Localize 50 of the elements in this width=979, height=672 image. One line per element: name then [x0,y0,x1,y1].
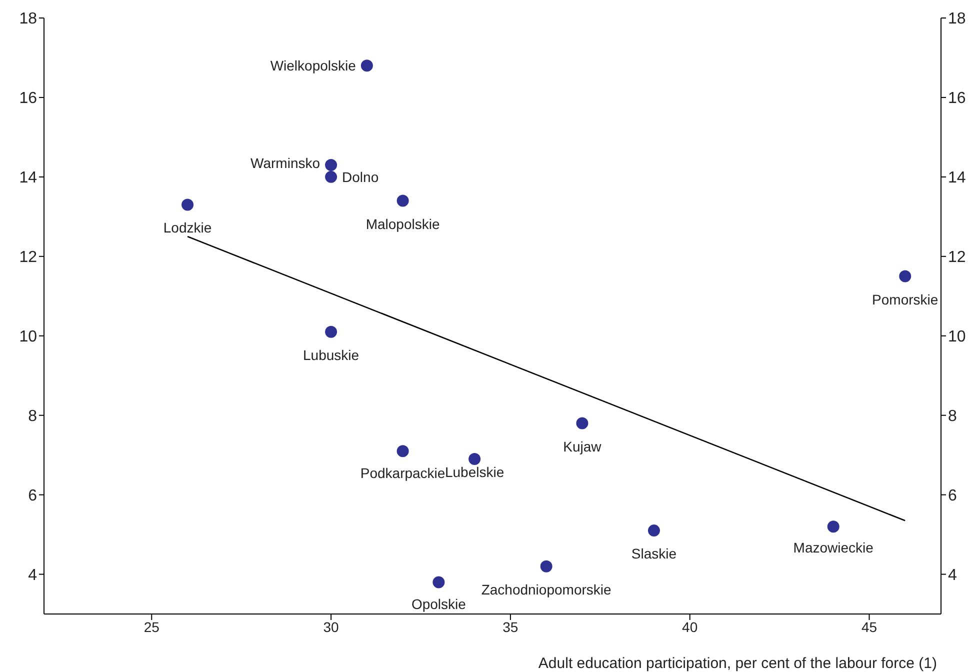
y-tick-label: 8 [28,408,38,426]
annotation: Mazowieckie [793,540,874,556]
annotation: Wielkopolskie [270,58,356,74]
annotation: Malopolskie [366,216,440,232]
annotation: Dolno [342,168,379,185]
point [396,445,409,458]
point [432,576,445,588]
annotation: Podkarpackie [360,465,446,482]
y-tick-label: 18 [19,10,38,28]
x-tick-label: 45 [861,618,878,635]
annotation: Slaskie [631,546,677,562]
annotation: Kujaw [563,438,602,454]
x-tick-label: 35 [502,618,518,635]
point [396,194,409,207]
y2-tick-label: 12 [948,249,966,266]
x-tick-label: 30 [323,618,340,635]
point [827,520,840,533]
point [325,326,338,338]
y-tick-label: 14 [19,170,38,187]
y-tick-label: 12 [19,249,38,266]
y-tick-label: 10 [19,328,38,346]
annotation: Warminsko [250,155,320,172]
point [325,159,338,172]
point [360,60,373,72]
annotation: Lubelskie [444,464,504,480]
y2-tick-label: 8 [948,408,957,426]
point [540,560,552,572]
y-tick-label: 6 [28,487,38,504]
x-tick-label: 40 [682,618,698,635]
annotation: Pomorskie [872,291,938,308]
y2-tick-label: 6 [948,487,957,504]
point [468,453,481,466]
y-tick-label: 4 [28,566,38,584]
point [182,198,194,211]
annotation: Opolskie [411,596,466,612]
annotation: Zachodniopomorskie [481,581,612,598]
y2-tick-label: 4 [948,566,957,584]
point [648,524,660,537]
point [576,417,588,430]
x-axis-title: Adult education participation, per cent of the labour force (1) [538,655,937,672]
annotation: Lubuskie [303,346,360,363]
annotation: Lodzkie [163,220,212,236]
y2-tick-label: 16 [948,90,966,108]
y2-tick-label: 10 [948,328,966,346]
x-tick-label: 25 [144,618,160,635]
point [899,270,912,282]
y2-tick-label: 14 [948,170,966,187]
y2-tick-label: 18 [948,10,966,28]
point [325,170,338,183]
y-tick-label: 16 [19,90,38,108]
